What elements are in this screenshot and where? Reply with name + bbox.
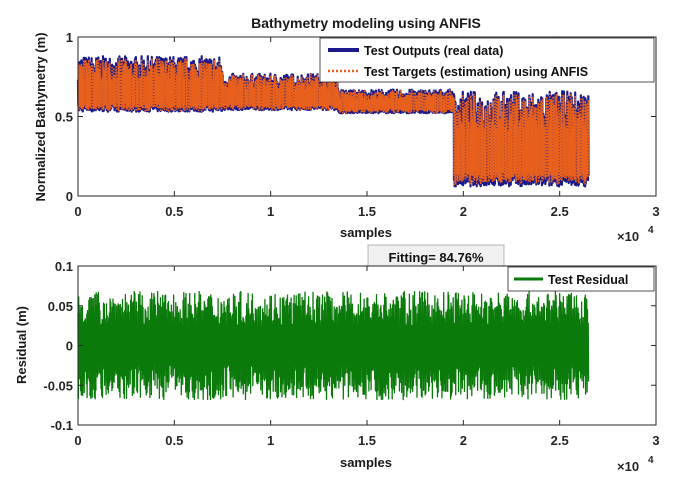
fitting-annotation: Fitting= 84.76% bbox=[367, 244, 505, 270]
x-tick-label: 3 bbox=[652, 433, 659, 448]
x-axis-label: samples bbox=[340, 225, 392, 240]
x-tick-label: 1 bbox=[267, 204, 274, 219]
x-ticks: 0 0.5 1 1.5 2 2.5 3 bbox=[74, 37, 660, 219]
chart-title: Bathymetry modeling using ANFIS bbox=[251, 15, 481, 31]
x-tick-label: 0.5 bbox=[165, 204, 183, 219]
legend-label-residual: Test Residual bbox=[548, 273, 628, 287]
svg-text:4: 4 bbox=[648, 455, 654, 466]
svg-text:4: 4 bbox=[648, 225, 654, 236]
legend-box bbox=[319, 37, 655, 83]
x-tick-label: 2.5 bbox=[551, 204, 569, 219]
data-lines bbox=[76, 55, 590, 188]
x-multiplier: ×10 4 bbox=[617, 225, 654, 244]
y-axis-label: Residual (m) bbox=[14, 306, 29, 384]
x-axis-label: samples bbox=[340, 455, 392, 470]
x-tick-label: 3 bbox=[652, 204, 659, 219]
x-tick-label: 2 bbox=[460, 433, 467, 448]
fitting-text: Fitting= 84.76% bbox=[389, 250, 484, 265]
legend-label-targets: Test Targets (estimation) using ANFIS bbox=[364, 65, 588, 79]
x-tick-label: 2.5 bbox=[551, 433, 569, 448]
bathymetry-chart: Bathymetry modeling using ANFIS 0 0.5 1 1.5… bbox=[33, 15, 660, 244]
x-tick-label: 1.5 bbox=[358, 433, 376, 448]
y-tick-label: 0.05 bbox=[48, 299, 73, 314]
svg-text:×10: ×10 bbox=[617, 229, 639, 244]
x-tick-label: 0 bbox=[74, 204, 81, 219]
y-tick-label: 0.5 bbox=[55, 110, 73, 125]
y-tick-label: 1 bbox=[66, 30, 73, 45]
x-tick-label: 1.5 bbox=[358, 204, 376, 219]
y-tick-label: -0.05 bbox=[43, 378, 73, 393]
y-tick-label: 0 bbox=[66, 189, 73, 204]
y-tick-label: -0.1 bbox=[51, 418, 73, 433]
svg-text:×10: ×10 bbox=[617, 459, 639, 474]
fitting-box bbox=[367, 244, 505, 270]
x-ticks: 0 0.5 1 1.5 2 2.5 3 bbox=[74, 266, 660, 448]
y-ticks: -0.1 -0.05 0 0.05 0.1 bbox=[43, 259, 656, 433]
series-line-test-residual bbox=[77, 290, 590, 401]
x-tick-label: 1 bbox=[267, 433, 274, 448]
x-multiplier: ×10 4 bbox=[617, 455, 654, 474]
data-lines bbox=[77, 290, 590, 401]
y-ticks: 00.51 bbox=[55, 30, 656, 204]
series-line-test-targets bbox=[77, 57, 590, 186]
y-tick-label: 0.1 bbox=[55, 259, 73, 274]
y-axis-label: Normalized Bathymetry (m) bbox=[33, 32, 48, 201]
legend: Test Outputs (real data) Test Targets (e… bbox=[319, 37, 655, 83]
legend: Test Residual bbox=[507, 266, 655, 292]
y-tick-label: 0 bbox=[66, 339, 73, 354]
x-tick-label: 2 bbox=[460, 204, 467, 219]
x-tick-label: 0.5 bbox=[165, 433, 183, 448]
legend-label-outputs: Test Outputs (real data) bbox=[364, 44, 503, 58]
x-tick-label: 0 bbox=[74, 433, 81, 448]
